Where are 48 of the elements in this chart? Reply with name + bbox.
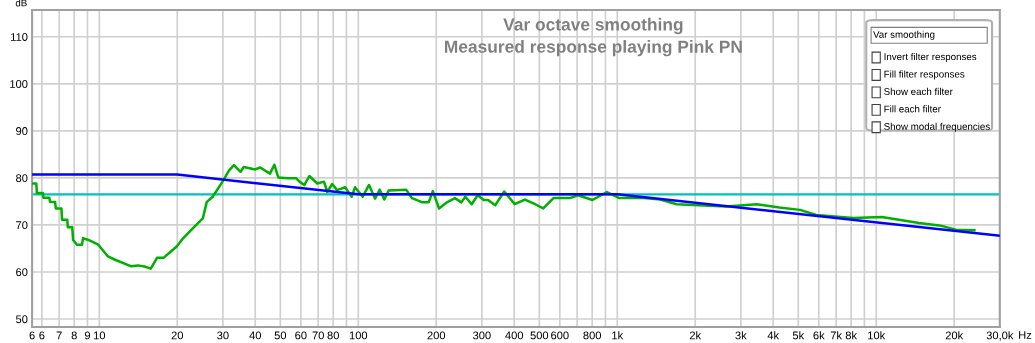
x-tick-label: 80 [327, 331, 339, 340]
y-tick-label: 100 [10, 80, 28, 88]
x-tick-label: 9 [84, 331, 91, 340]
x-tick-label: 4k [767, 331, 780, 340]
chart-title: Var octave smoothing [503, 17, 683, 35]
x-tick-label: 5k [792, 331, 805, 340]
x-tick-label: 400 [505, 331, 524, 340]
y-tick-label: 110 [11, 33, 28, 41]
x-tick-label: 50 [274, 331, 287, 340]
annotation: Show modal frequencies [884, 122, 990, 132]
annotation: Var smoothing [873, 30, 935, 40]
x-tick-label: 200 [427, 331, 446, 340]
x-tick-label: 100 [349, 331, 368, 340]
x-tick-label: 1k [612, 331, 624, 340]
text: Measured response playing Pink PN [444, 40, 742, 57]
x-tick-label: 7 [56, 331, 62, 340]
x-tick-label: 6 [39, 331, 45, 340]
x-tick-label: 7k [830, 331, 843, 340]
x-tick-label: 6 [29, 331, 35, 340]
x-tick-label: 6k [813, 331, 825, 340]
x-tick-label: 600 [551, 331, 569, 340]
x-axis-title: Hz [1019, 331, 1032, 339]
x-tick-label: 2k [689, 331, 702, 340]
x-tick-label: 20k [945, 331, 964, 340]
annotation: Invert filter responses [884, 52, 977, 63]
annotation: Show each filter [884, 87, 953, 95]
y-tick-label: 50 [16, 315, 28, 324]
x-tick-label: 60 [295, 331, 307, 340]
annotation: Fill filter responses [884, 70, 965, 80]
x-tick-label: 10k [868, 331, 886, 340]
y-tick-label: 80 [16, 174, 28, 183]
x-tick-label: 500 [530, 331, 549, 340]
x-tick-label: 8k [845, 331, 858, 340]
x-tick-label: 40 [249, 331, 261, 340]
x-tick-label: 10 [93, 331, 106, 340]
x-tick-label: 20 [171, 331, 184, 340]
x-tick-label: 3k [735, 331, 747, 340]
y-tick-label: 90 [16, 127, 28, 135]
y-axis-title: dB [15, 0, 27, 7]
annotation: Fill each filter [884, 105, 941, 113]
y-tick-label: 60 [16, 268, 28, 277]
x-tick-label: 30 [217, 331, 229, 340]
y-tick-label: 70 [16, 221, 28, 230]
x-tick-label: 8 [71, 331, 77, 340]
x-tick-label: 800 [583, 331, 602, 340]
x-tick-label: 70 [312, 331, 324, 340]
x-tick-label: 30,0k [986, 331, 1014, 341]
x-tick-label: 300 [473, 331, 491, 340]
